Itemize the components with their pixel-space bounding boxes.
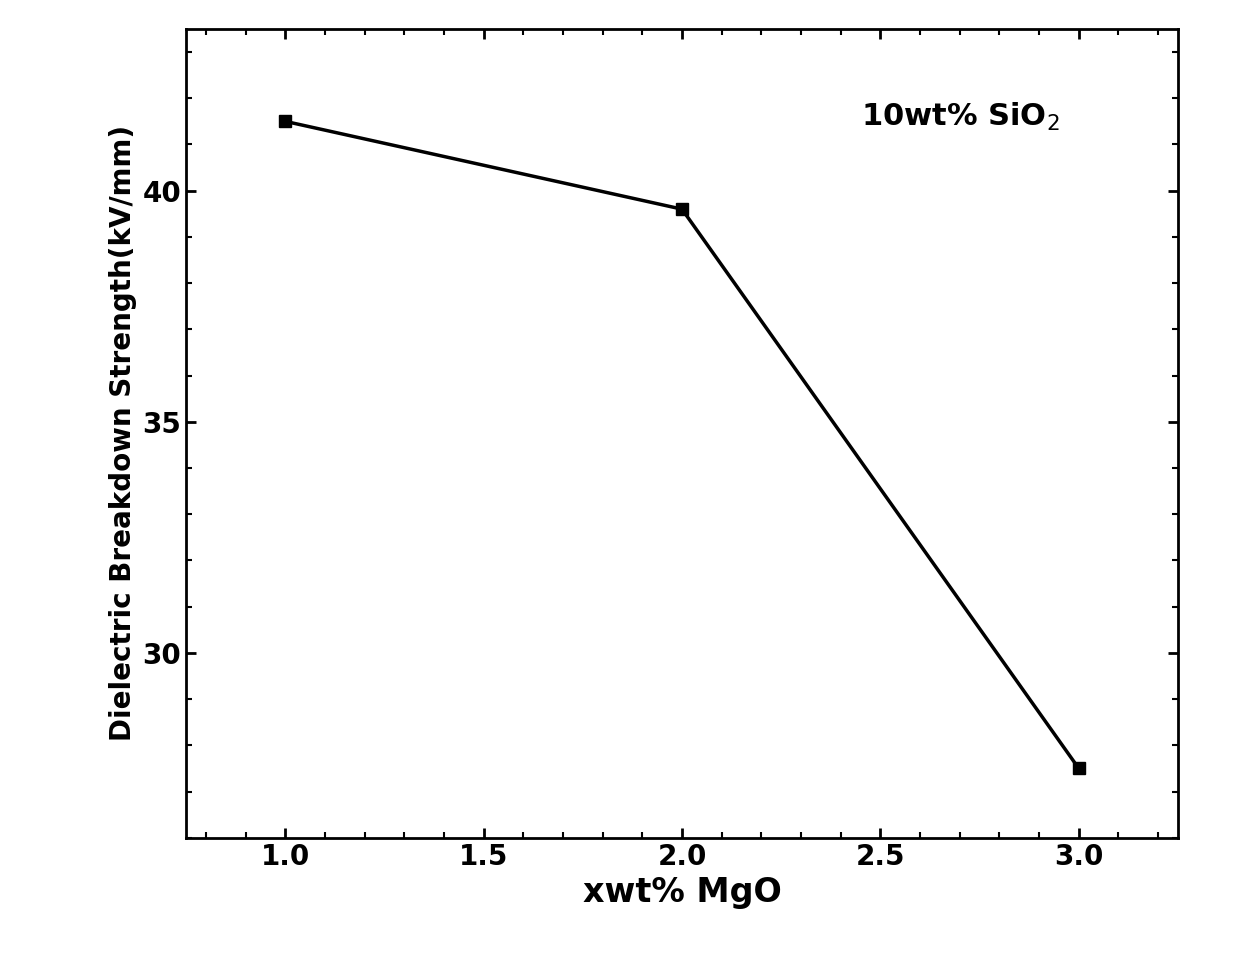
Text: 10wt% SiO$_2$: 10wt% SiO$_2$ <box>861 101 1059 133</box>
Y-axis label: Dielectric Breakdown Strength(kV/mm): Dielectric Breakdown Strength(kV/mm) <box>109 125 136 742</box>
X-axis label: xwt% MgO: xwt% MgO <box>583 876 781 909</box>
